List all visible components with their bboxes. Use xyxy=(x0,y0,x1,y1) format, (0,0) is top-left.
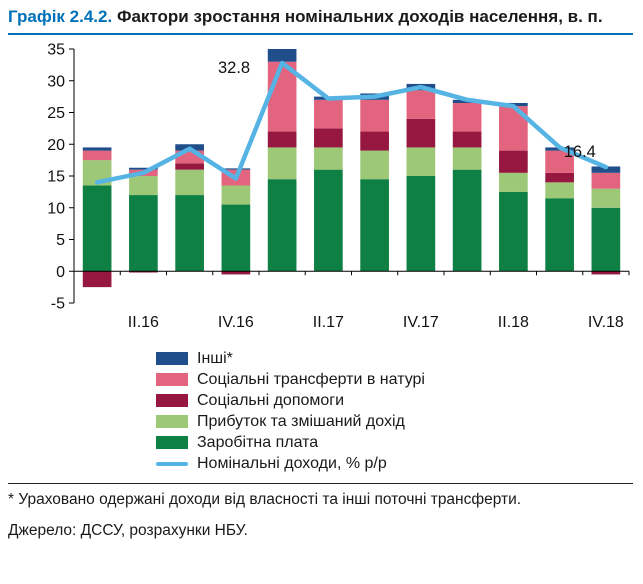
legend-item: Номінальні доходи, % р/р xyxy=(156,453,633,474)
footnote: * Ураховано одержані доходи від власност… xyxy=(8,491,522,509)
svg-text:10: 10 xyxy=(47,201,65,218)
legend-item: Заробітна плата xyxy=(156,432,633,453)
stacked-bar-line-chart: -5 0 5 10 15 20 25 30 35 II.16 IV.16 II.17 IV.17 II.1… xyxy=(47,42,630,331)
svg-text:5: 5 xyxy=(56,232,65,249)
svg-text:IV.17: IV.17 xyxy=(403,314,439,331)
legend-color-swatch xyxy=(156,394,188,408)
svg-text:IV.18: IV.18 xyxy=(588,314,624,331)
legend-color-swatch xyxy=(156,415,188,429)
svg-text:II.16: II.16 xyxy=(128,314,159,331)
legend-label: Номінальні доходи, % р/р xyxy=(197,454,387,472)
svg-text:0: 0 xyxy=(56,264,65,281)
legend-item: Прибуток та змішаний дохід xyxy=(156,411,633,432)
legend-item: Інші* xyxy=(156,348,633,369)
source-note: Джерело: ДССУ, розрахунки НБУ. xyxy=(8,521,248,539)
chart-legend: Інші* Соціальні трансферти в натурі Соціал… xyxy=(156,348,633,474)
title-divider xyxy=(8,33,633,36)
legend-label: Прибуток та змішаний дохід xyxy=(197,412,405,430)
chart-title-text: Фактори зростання номінальних доходів на… xyxy=(116,7,603,26)
legend-label: Соціальні трансферти в натурі xyxy=(197,370,425,388)
svg-text:II.17: II.17 xyxy=(313,314,344,331)
legend-label: Соціальні допомоги xyxy=(197,391,345,409)
svg-text:35: 35 xyxy=(47,42,65,59)
svg-text:25: 25 xyxy=(47,105,65,122)
legend-color-swatch xyxy=(156,436,188,450)
legend-item: Соціальні допомоги xyxy=(156,390,633,411)
svg-text:IV.16: IV.16 xyxy=(218,314,254,331)
svg-text:-5: -5 xyxy=(51,296,65,313)
svg-text:16.4: 16.4 xyxy=(564,144,596,162)
svg-text:30: 30 xyxy=(47,74,65,91)
legend-item: Соціальні трансферти в натурі xyxy=(156,369,633,390)
svg-text:20: 20 xyxy=(47,137,65,154)
svg-text:32.8: 32.8 xyxy=(218,59,250,77)
report-chart-panel: Графік 2.4.2. Фактори зростання номіналь… xyxy=(8,6,633,539)
svg-text:15: 15 xyxy=(47,169,65,186)
chart-area: -5 0 5 10 15 20 25 30 35 II.16 IV.16 II.17 IV.17 II.1… xyxy=(8,39,633,346)
legend-color-swatch xyxy=(156,352,188,366)
chart-title: Графік 2.4.2. Фактори зростання номіналь… xyxy=(8,6,633,28)
legend-label: Інші* xyxy=(197,349,233,367)
legend-line-swatch xyxy=(156,461,188,466)
chart-number: Графік 2.4.2. xyxy=(8,7,113,26)
footnote-divider xyxy=(8,483,633,485)
legend-label: Заробітна плата xyxy=(197,433,319,451)
legend-color-swatch xyxy=(156,373,188,387)
svg-text:II.18: II.18 xyxy=(498,314,529,331)
